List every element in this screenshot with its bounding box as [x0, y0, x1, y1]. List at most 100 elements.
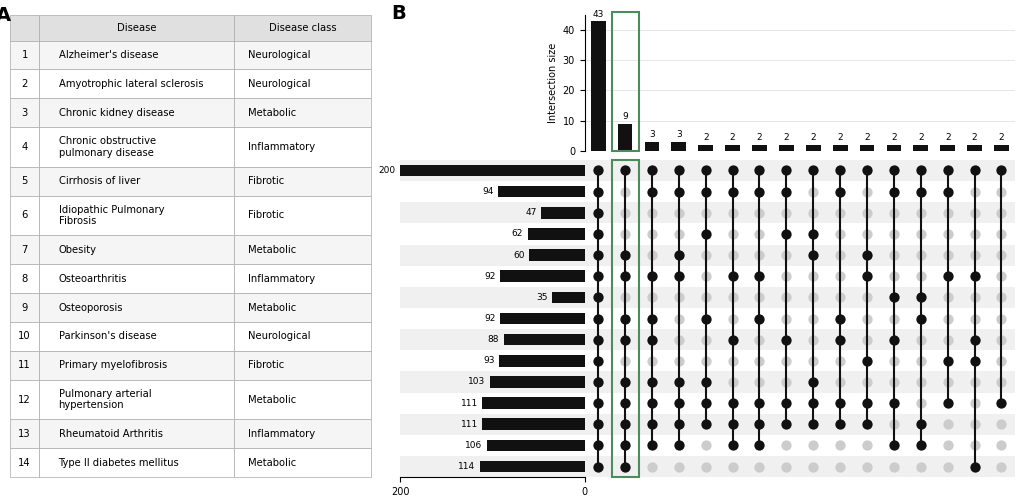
Point [965, 335, 981, 343]
Point [589, 209, 605, 217]
Text: 2: 2 [891, 133, 896, 143]
Point [589, 166, 605, 174]
Point [858, 463, 874, 471]
Point [912, 315, 928, 323]
Point [671, 399, 687, 407]
Point [884, 378, 901, 386]
Point [938, 166, 955, 174]
Point [804, 209, 820, 217]
Bar [400, 223, 584, 245]
Point [965, 357, 981, 365]
Point [723, 335, 740, 343]
Point [965, 166, 981, 174]
Point [804, 335, 820, 343]
Bar [400, 414, 584, 435]
Text: 103: 103 [468, 377, 485, 387]
Point [697, 420, 713, 428]
Point [723, 251, 740, 259]
Point [671, 293, 687, 301]
Point [965, 293, 981, 301]
Point [671, 335, 687, 343]
Text: 2: 2 [810, 133, 815, 143]
Text: 2: 2 [729, 133, 735, 143]
Text: 92: 92 [483, 314, 495, 323]
Point [938, 251, 955, 259]
Point [589, 335, 605, 343]
Point [777, 357, 794, 365]
Point [616, 166, 633, 174]
Text: 111: 111 [461, 420, 477, 429]
Point [858, 357, 874, 365]
Point [993, 399, 1009, 407]
Point [938, 357, 955, 365]
Point [723, 272, 740, 280]
Point [993, 188, 1009, 196]
Bar [584, 414, 1014, 435]
Point [671, 378, 687, 386]
Point [697, 335, 713, 343]
Text: 2: 2 [837, 133, 842, 143]
Point [804, 272, 820, 280]
Point [804, 293, 820, 301]
Bar [584, 181, 1014, 202]
Point [697, 357, 713, 365]
Text: 106: 106 [465, 441, 482, 450]
Point [965, 230, 981, 238]
Point [643, 463, 659, 471]
Point [671, 441, 687, 449]
Point [671, 166, 687, 174]
Bar [400, 371, 584, 393]
Point [912, 463, 928, 471]
Bar [618, 124, 632, 151]
Point [671, 272, 687, 280]
Point [751, 251, 767, 259]
Point [884, 335, 901, 343]
Point [616, 463, 633, 471]
Point [804, 441, 820, 449]
Bar [400, 435, 584, 456]
Point [777, 272, 794, 280]
Point [723, 230, 740, 238]
Bar [584, 223, 1014, 245]
Bar [400, 245, 584, 266]
Point [884, 441, 901, 449]
Point [858, 315, 874, 323]
Text: 200: 200 [378, 166, 395, 175]
Point [993, 230, 1009, 238]
Point [616, 251, 633, 259]
Bar [584, 287, 1014, 308]
Point [723, 315, 740, 323]
Bar [552, 292, 584, 303]
Point [697, 188, 713, 196]
Bar [400, 393, 584, 414]
Point [589, 293, 605, 301]
Point [589, 315, 605, 323]
Point [589, 188, 605, 196]
Point [616, 378, 633, 386]
Point [616, 420, 633, 428]
Bar [584, 456, 1014, 477]
Point [723, 463, 740, 471]
Point [723, 209, 740, 217]
Point [589, 378, 605, 386]
Point [589, 463, 605, 471]
Bar [584, 371, 1014, 393]
Point [884, 293, 901, 301]
Point [616, 335, 633, 343]
Point [697, 399, 713, 407]
Point [965, 315, 981, 323]
Point [832, 272, 848, 280]
Point [993, 293, 1009, 301]
Point [643, 335, 659, 343]
Point [643, 315, 659, 323]
Point [589, 399, 605, 407]
Point [938, 315, 955, 323]
Point [723, 293, 740, 301]
Bar [584, 266, 1014, 287]
Point [777, 166, 794, 174]
Bar [584, 245, 1014, 266]
Text: 93: 93 [482, 356, 494, 365]
Point [832, 378, 848, 386]
Point [912, 230, 928, 238]
Text: 35: 35 [536, 293, 547, 302]
